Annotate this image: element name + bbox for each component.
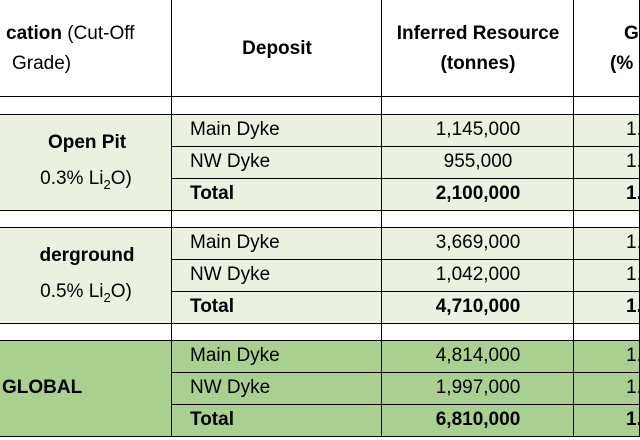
- grid-line: [0, 436, 640, 437]
- grid-line: [0, 114, 640, 115]
- header-deposit-label: Deposit: [242, 37, 312, 59]
- table-row-grade: 1.: [574, 372, 640, 404]
- grid-line: [172, 178, 640, 179]
- spacer-row: [0, 97, 640, 114]
- grid-line: [0, 323, 640, 324]
- table-row-tonnes: 1,042,000: [382, 259, 574, 291]
- group-underground-cutoff: 0.5% Li2O): [40, 281, 132, 305]
- table-row-grade: 1.: [574, 340, 640, 372]
- group-underground-name: derground: [39, 245, 135, 267]
- table-row-tonnes: 4,814,000: [382, 340, 574, 372]
- table-row-deposit-total: Total: [172, 404, 382, 436]
- table-row-deposit: NW Dyke: [172, 259, 382, 291]
- table-row-grade: 1.: [574, 227, 640, 259]
- header-deposit: Deposit: [172, 0, 382, 97]
- table-row-tonnes: 3,669,000: [382, 227, 574, 259]
- header-location-grade: Grade): [12, 52, 72, 74]
- header-location-title: cation: [6, 23, 62, 45]
- table-row-grade: 1.: [574, 146, 640, 178]
- grid-line: [0, 210, 640, 211]
- table-row-deposit-total: Total: [172, 291, 382, 323]
- table-row-tonnes: 955,000: [382, 146, 574, 178]
- table-row-deposit-total: Total: [172, 178, 382, 210]
- group-global-label: GLOBAL: [0, 340, 172, 436]
- table-row-deposit: NW Dyke: [172, 372, 382, 404]
- header-inferred-line2: (tonnes): [440, 52, 516, 74]
- grid-line: [172, 146, 640, 147]
- table-row-grade-total: 1.: [574, 404, 640, 436]
- group-open-pit-cutoff: 0.3% Li2O): [40, 168, 132, 192]
- grid-line: [172, 404, 640, 405]
- table-row-tonnes-total: 6,810,000: [382, 404, 574, 436]
- group-global-name: GLOBAL: [2, 377, 83, 398]
- table-row-grade-total: 1.: [574, 178, 640, 210]
- group-open-pit-name: Open Pit: [47, 132, 127, 154]
- table-row-grade-total: 1.: [574, 291, 640, 323]
- grid-line: [172, 372, 640, 373]
- grid-line: [0, 96, 640, 97]
- header-grade-line2: (%: [610, 52, 634, 74]
- table-row-deposit: NW Dyke: [172, 146, 382, 178]
- header-grade: G (%: [574, 0, 640, 97]
- header-grade-line1: G: [624, 23, 639, 45]
- header-inferred-line1: Inferred Resource: [396, 23, 560, 45]
- header-location: cation (Cut-Off Grade): [0, 0, 172, 97]
- table-row-tonnes: 1,997,000: [382, 372, 574, 404]
- table-row-tonnes-total: 4,710,000: [382, 291, 574, 323]
- table-row-deposit: Main Dyke: [172, 227, 382, 259]
- spacer-row: [0, 210, 640, 227]
- group-open-pit-label: Open Pit 0.3% Li2O): [0, 114, 172, 210]
- grid-line: [172, 291, 640, 292]
- grid-line: [573, 0, 574, 436]
- grid-line: [0, 227, 640, 228]
- table-row-grade: 1.: [574, 259, 640, 291]
- table-row-tonnes: 1,145,000: [382, 114, 574, 146]
- header-inferred: Inferred Resource (tonnes): [382, 0, 574, 97]
- header-location-cutoff: (Cut-Off: [61, 23, 135, 45]
- table-row-tonnes-total: 2,100,000: [382, 178, 574, 210]
- table-row-deposit: Main Dyke: [172, 114, 382, 146]
- grid-line: [0, 340, 640, 341]
- group-underground-label: derground 0.5% Li2O): [0, 227, 172, 323]
- table-row-grade: 1.: [574, 114, 640, 146]
- table-row-deposit: Main Dyke: [172, 340, 382, 372]
- spacer-row: [0, 323, 640, 340]
- grid-line: [171, 0, 172, 436]
- grid-line: [381, 0, 382, 436]
- grid-line: [172, 259, 640, 260]
